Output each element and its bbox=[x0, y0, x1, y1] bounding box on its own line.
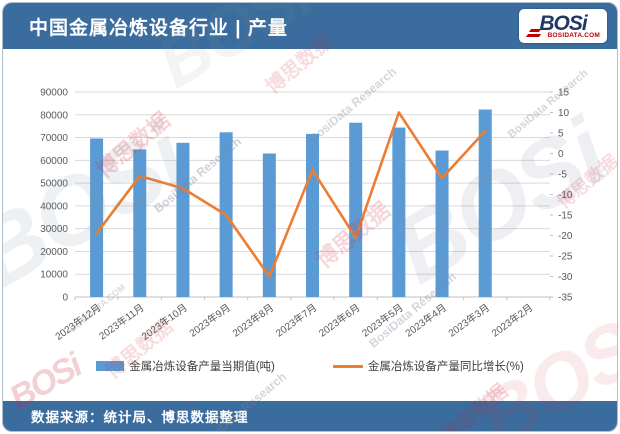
right-axis-label: -20 bbox=[558, 231, 573, 242]
x-axis-label: 2023年6月 bbox=[316, 301, 362, 340]
chart-canvas: 0 10000 20000 30000 40000 50000 60000 70000 8000… bbox=[40, 88, 573, 343]
left-axis-label: 10000 bbox=[40, 270, 68, 281]
bar-2023年8月 bbox=[262, 153, 276, 297]
growth-line bbox=[95, 111, 487, 278]
bar-2023年11月 bbox=[133, 149, 147, 297]
bar-2023年7月 bbox=[306, 133, 319, 297]
data-source-text: 数据来源：统计局、博思数据整理 bbox=[31, 410, 249, 425]
bar-2023年3月 bbox=[478, 109, 492, 298]
x-axis-label: 2023年11月 bbox=[96, 301, 146, 342]
right-axis-label: -5 bbox=[558, 170, 567, 181]
header-bar: 中国金属冶炼设备行业 | 产量 BOSi BOSIDATA.COM bbox=[3, 3, 617, 49]
bosi-logo-url: BOSIDATA.COM bbox=[547, 32, 600, 39]
footer-bar: 数据来源：统计局、博思数据整理 bbox=[3, 401, 617, 431]
right-axis-label: 0 bbox=[558, 149, 564, 160]
x-axis-label: 2023年7月 bbox=[273, 301, 319, 340]
bar-2023年5月 bbox=[392, 127, 406, 298]
right-axis-label: -10 bbox=[558, 190, 573, 201]
right-axis-label: -35 bbox=[558, 293, 573, 304]
chart-area: 0 10000 20000 30000 40000 50000 60000 70000 8000… bbox=[3, 49, 617, 401]
x-axis-label: 2023年5月 bbox=[359, 301, 405, 340]
right-axis-label: -30 bbox=[558, 272, 573, 283]
bar-2023年4月 bbox=[435, 150, 449, 297]
bar-2023年12月 bbox=[90, 138, 104, 297]
left-axis-label: 60000 bbox=[40, 156, 68, 167]
left-axis-label: 30000 bbox=[40, 224, 68, 235]
x-axis-label: 2023年12月 bbox=[53, 301, 104, 343]
logo-stripe-icon bbox=[525, 34, 542, 37]
logo-stripe-icon bbox=[528, 29, 542, 32]
bar-2023年10月 bbox=[176, 142, 190, 297]
right-axis-label: 15 bbox=[558, 88, 570, 99]
legend-item-line-series: 金属冶炼设备产量同比增长(%) bbox=[332, 358, 524, 374]
legend-item-bar-series: 金属冶炼设备产量当期值(吨) bbox=[96, 358, 275, 374]
x-axis-label: 2023年8月 bbox=[230, 301, 276, 340]
bosi-logo-text: BOSi bbox=[539, 11, 587, 35]
legend: 金属冶炼设备产量当期值(吨) 金属冶炼设备产量同比增长(%) bbox=[3, 358, 617, 374]
left-axis-label: 70000 bbox=[40, 133, 68, 144]
left-axis-label: 80000 bbox=[40, 110, 68, 121]
right-axis-label: 10 bbox=[558, 108, 570, 119]
left-axis-label: 20000 bbox=[40, 247, 68, 258]
x-axis-label: 2023年9月 bbox=[187, 301, 233, 340]
left-axis-label: 0 bbox=[62, 293, 68, 304]
right-axis-label: -15 bbox=[558, 211, 573, 222]
bar-2023年6月 bbox=[349, 122, 363, 297]
left-axis-label: 50000 bbox=[40, 179, 68, 190]
x-axis-label: 2023年10月 bbox=[139, 301, 190, 343]
x-axis-label: 2023年4月 bbox=[402, 301, 448, 340]
left-axis-label: 40000 bbox=[40, 201, 68, 212]
page-title: 中国金属冶炼设备行业 | 产量 bbox=[29, 17, 288, 39]
right-axis-label: 5 bbox=[558, 129, 564, 140]
x-axis-label: 2023年2月 bbox=[489, 301, 535, 340]
legend-label-bar-series: 金属冶炼设备产量当期值(吨) bbox=[129, 361, 275, 373]
right-axis-label: -25 bbox=[558, 252, 573, 263]
x-axis-label: 2023年3月 bbox=[446, 301, 492, 340]
bar-series-swatch bbox=[96, 361, 125, 371]
bosi-logo: BOSi BOSIDATA.COM bbox=[519, 9, 607, 43]
line-series-swatch bbox=[332, 364, 363, 368]
legend-label-line-series: 金属冶炼设备产量同比增长(%) bbox=[367, 361, 524, 373]
left-axis-label: 90000 bbox=[40, 88, 68, 99]
